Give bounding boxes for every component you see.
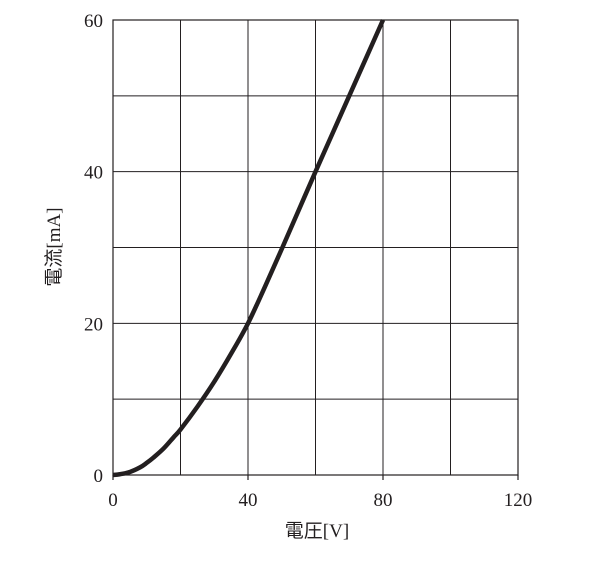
- y-tick-label: 20: [84, 314, 103, 335]
- x-tick-label: 0: [108, 490, 118, 511]
- x-tick-label: 120: [504, 490, 533, 511]
- y-tick-label: 40: [84, 163, 103, 184]
- x-tick-label: 80: [374, 490, 393, 511]
- y-axis-label: 電流[mA]: [43, 207, 65, 286]
- grid: [113, 20, 518, 475]
- x-axis-label: 電圧[V]: [285, 521, 349, 542]
- y-tick-label: 0: [94, 466, 104, 487]
- tick-labels: 0 40 80 120 0 20 40 60: [84, 11, 532, 511]
- iv-curve-series-line: [112, 19, 386, 478]
- series-layer: [112, 19, 386, 478]
- y-tick-label: 60: [84, 11, 103, 32]
- plot-frame: [112, 19, 519, 476]
- plot-border: [112, 19, 519, 476]
- x-tick-label: 40: [239, 490, 258, 511]
